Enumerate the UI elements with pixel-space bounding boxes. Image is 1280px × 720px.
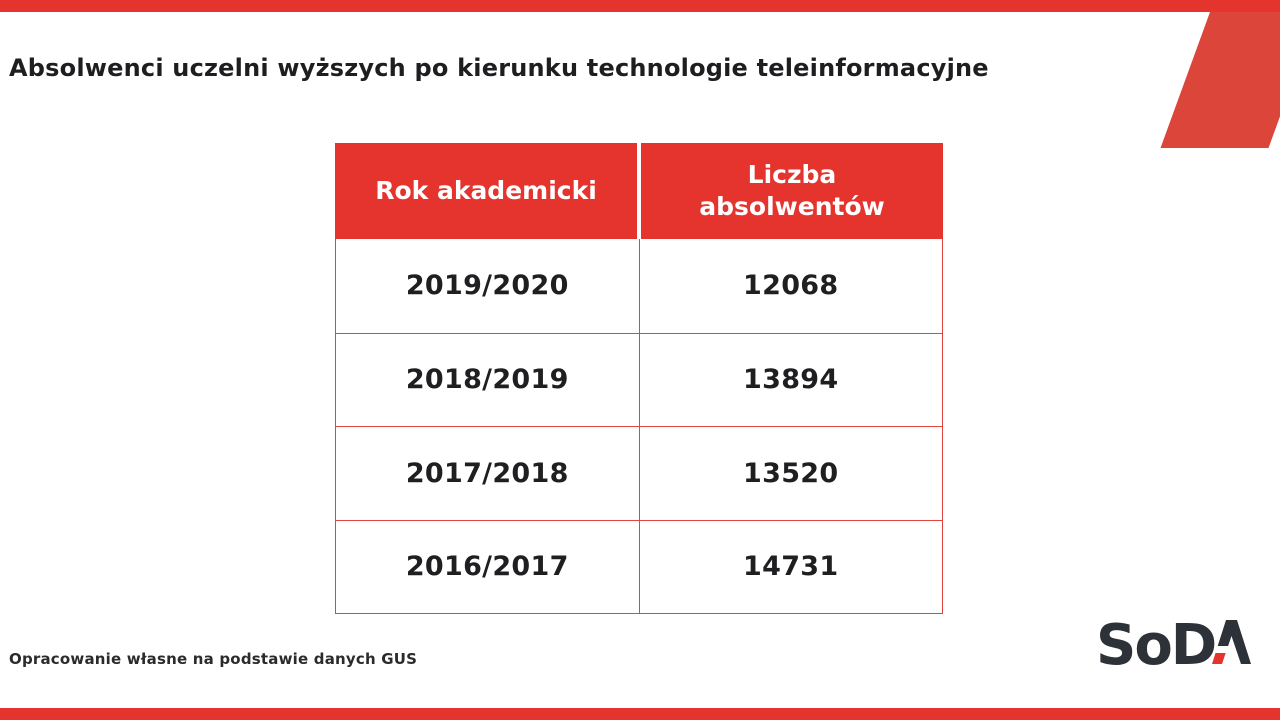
table-row: 2016/2017 14731 <box>336 519 942 613</box>
cell-year: 2016/2017 <box>336 520 640 613</box>
table-row: 2019/2020 12068 <box>336 239 942 333</box>
column-header-year: Rok akademicki <box>335 143 637 239</box>
column-header-count: Liczba absolwentów <box>641 143 943 239</box>
logo-text-sod: SoD <box>1096 618 1215 670</box>
table-row: 2017/2018 13520 <box>336 426 942 520</box>
corner-parallelogram-decoration <box>1160 12 1280 148</box>
table-row: 2018/2019 13894 <box>336 332 942 426</box>
logo-lambda-red-accent <box>1212 653 1226 664</box>
top-accent-bar <box>0 0 1280 12</box>
cell-count: 12068 <box>743 270 839 302</box>
logo-lambda-dark-shape <box>1217 620 1251 664</box>
soda-logo: SoD <box>1096 613 1266 678</box>
table-header-row: Rok akademicki Liczba absolwentów <box>335 143 943 239</box>
cell-year: 2017/2018 <box>336 427 640 520</box>
cell-year: 2019/2020 <box>336 239 640 333</box>
cell-count: 13520 <box>743 457 839 489</box>
soda-logo-image: SoD <box>1096 613 1251 678</box>
cell-count: 13894 <box>743 364 839 396</box>
data-table: Rok akademicki Liczba absolwentów 2019/2… <box>335 143 943 614</box>
table-body: 2019/2020 12068 2018/2019 13894 2017/201… <box>335 239 943 614</box>
source-note: Opracowanie własne na podstawie danych G… <box>9 650 418 668</box>
page-title: Absolwenci uczelni wyższych po kierunku … <box>9 54 989 82</box>
bottom-accent-bar <box>0 708 1280 720</box>
cell-year: 2018/2019 <box>336 333 640 426</box>
cell-count: 14731 <box>743 551 839 583</box>
